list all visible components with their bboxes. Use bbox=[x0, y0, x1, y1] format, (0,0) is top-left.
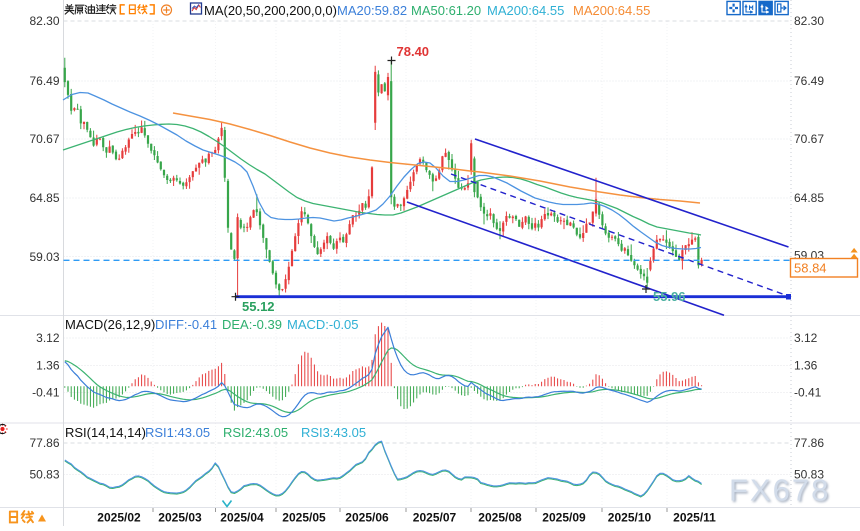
svg-text:55.12: 55.12 bbox=[242, 299, 275, 314]
svg-text:77.86: 77.86 bbox=[29, 436, 59, 450]
svg-text:64.85: 64.85 bbox=[29, 191, 59, 205]
svg-text:-0.41: -0.41 bbox=[794, 386, 822, 400]
svg-text:82.30: 82.30 bbox=[29, 14, 59, 28]
svg-text:2025/02: 2025/02 bbox=[97, 511, 141, 525]
svg-text:3.12: 3.12 bbox=[36, 331, 60, 345]
svg-text:58.84: 58.84 bbox=[794, 261, 827, 276]
svg-text:2025/11: 2025/11 bbox=[673, 511, 716, 525]
svg-text:MACD:-0.05: MACD:-0.05 bbox=[287, 317, 359, 332]
svg-text:55.96: 55.96 bbox=[653, 289, 686, 304]
svg-text:RSI(14,14,14): RSI(14,14,14) bbox=[65, 425, 146, 440]
svg-text:2025/09: 2025/09 bbox=[542, 511, 586, 525]
svg-text:1.36: 1.36 bbox=[794, 359, 818, 373]
svg-text:70.67: 70.67 bbox=[29, 132, 59, 146]
svg-text:MACD(26,12,9): MACD(26,12,9) bbox=[65, 317, 155, 332]
svg-text:2025/10: 2025/10 bbox=[608, 511, 652, 525]
svg-text:50.83: 50.83 bbox=[29, 468, 59, 482]
svg-text:DEA:-0.39: DEA:-0.39 bbox=[222, 317, 282, 332]
svg-text:2025/04: 2025/04 bbox=[220, 511, 264, 525]
svg-text:82.30: 82.30 bbox=[794, 14, 824, 28]
svg-text:-0.41: -0.41 bbox=[32, 386, 60, 400]
svg-text:RSI2:43.05: RSI2:43.05 bbox=[223, 425, 288, 440]
svg-text:RSI1:43.05: RSI1:43.05 bbox=[145, 425, 210, 440]
svg-text:77.86: 77.86 bbox=[794, 436, 824, 450]
svg-text:MA200:64.55: MA200:64.55 bbox=[487, 3, 564, 18]
svg-text:2025/06: 2025/06 bbox=[345, 511, 389, 525]
svg-text:MA20:59.82: MA20:59.82 bbox=[337, 3, 407, 18]
svg-text:DIFF:-0.41: DIFF:-0.41 bbox=[155, 317, 217, 332]
svg-text:3.12: 3.12 bbox=[794, 331, 818, 345]
svg-text:59.03: 59.03 bbox=[29, 250, 59, 264]
svg-text:RSI3:43.05: RSI3:43.05 bbox=[301, 425, 366, 440]
svg-text:MA200:64.55: MA200:64.55 bbox=[573, 3, 650, 18]
svg-text:70.67: 70.67 bbox=[794, 132, 824, 146]
svg-text:MA(20,50,200,200,0,0): MA(20,50,200,200,0,0) bbox=[204, 3, 337, 18]
svg-text:78.40: 78.40 bbox=[397, 44, 430, 59]
svg-text:76.49: 76.49 bbox=[794, 74, 824, 88]
svg-text:2025/08: 2025/08 bbox=[478, 511, 522, 525]
svg-text:2025/03: 2025/03 bbox=[158, 511, 202, 525]
svg-text:64.85: 64.85 bbox=[794, 191, 824, 205]
svg-text:1.36: 1.36 bbox=[36, 359, 60, 373]
svg-text:76.49: 76.49 bbox=[29, 74, 59, 88]
svg-text:MA50:61.20: MA50:61.20 bbox=[411, 3, 481, 18]
svg-text:2025/07: 2025/07 bbox=[413, 511, 457, 525]
svg-text:FX678: FX678 bbox=[729, 473, 830, 508]
svg-text:2025/05: 2025/05 bbox=[282, 511, 326, 525]
